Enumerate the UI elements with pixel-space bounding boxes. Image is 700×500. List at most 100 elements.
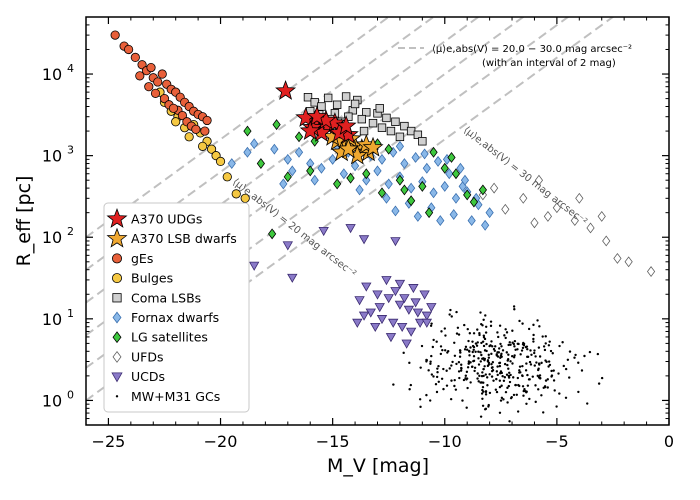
data-point xyxy=(299,120,321,141)
data-point xyxy=(482,367,485,371)
data-point xyxy=(533,351,536,355)
data-point xyxy=(400,184,409,196)
data-point xyxy=(153,77,163,87)
data-point xyxy=(439,345,443,348)
data-point xyxy=(497,335,500,339)
data-point xyxy=(385,333,397,343)
data-point xyxy=(171,117,181,127)
data-point xyxy=(429,146,438,158)
data-point xyxy=(350,160,360,172)
data-point xyxy=(485,207,494,219)
data-point xyxy=(516,410,520,413)
data-point xyxy=(487,353,490,357)
data-point xyxy=(478,374,481,378)
data-point xyxy=(362,174,371,186)
data-point xyxy=(537,388,540,391)
data-point xyxy=(413,130,423,140)
data-point xyxy=(403,305,415,315)
data-point xyxy=(395,132,405,142)
data-point xyxy=(525,362,528,365)
data-point xyxy=(432,375,435,378)
data-point xyxy=(534,384,537,387)
data-point xyxy=(339,168,348,180)
x-axis-title: M_V [mag] xyxy=(327,455,429,477)
data-point xyxy=(532,333,535,337)
data-point xyxy=(492,379,495,382)
data-point xyxy=(474,342,478,345)
data-point xyxy=(408,388,411,391)
data-point xyxy=(200,126,210,136)
data-point xyxy=(455,362,458,366)
data-point xyxy=(513,345,516,348)
data-point xyxy=(532,340,535,343)
data-point xyxy=(540,361,543,365)
data-point xyxy=(522,389,525,393)
data-point xyxy=(243,125,252,137)
data-point xyxy=(401,339,412,349)
legend-marker xyxy=(111,273,123,284)
data-point xyxy=(502,379,506,382)
data-point xyxy=(394,279,406,289)
data-point xyxy=(451,360,454,364)
data-point xyxy=(492,347,496,351)
data-point xyxy=(561,341,564,344)
data-point xyxy=(429,187,438,199)
data-point xyxy=(498,385,502,389)
data-point xyxy=(345,224,356,234)
data-point xyxy=(479,360,482,363)
data-point xyxy=(400,121,409,131)
data-point xyxy=(511,341,514,344)
data-point xyxy=(566,358,570,361)
legend-marker xyxy=(112,293,122,303)
data-point xyxy=(553,389,556,392)
iso-legend-sublabel: (with an interval of 2 mag) xyxy=(482,58,616,69)
data-point xyxy=(440,330,443,333)
legend-label: MW+M31 GCs xyxy=(131,389,220,404)
data-point xyxy=(536,374,539,378)
data-point xyxy=(552,369,555,372)
data-point xyxy=(517,342,520,346)
data-point xyxy=(600,376,604,380)
data-point xyxy=(596,352,600,356)
data-point xyxy=(597,382,601,385)
series-ges xyxy=(110,30,212,136)
data-point xyxy=(537,346,541,349)
data-point xyxy=(466,366,470,369)
data-point xyxy=(482,357,485,360)
data-point xyxy=(396,322,408,333)
data-point xyxy=(419,290,430,300)
data-point xyxy=(332,100,342,109)
data-point xyxy=(468,354,471,357)
data-point xyxy=(410,298,421,308)
data-point xyxy=(405,327,417,337)
data-point xyxy=(449,308,452,312)
data-point xyxy=(468,332,472,335)
data-point xyxy=(513,354,516,357)
data-point xyxy=(421,311,433,321)
data-point xyxy=(501,203,510,215)
data-point xyxy=(505,351,508,354)
data-point xyxy=(341,92,351,101)
data-point xyxy=(542,411,545,414)
data-point xyxy=(146,62,156,73)
data-point xyxy=(509,360,512,363)
data-point xyxy=(303,93,313,102)
data-point xyxy=(624,256,633,268)
legend-label: Coma LSBs xyxy=(131,290,201,305)
data-point xyxy=(159,94,170,104)
data-point xyxy=(443,327,447,330)
data-point xyxy=(460,363,463,366)
data-point xyxy=(512,376,515,379)
data-point xyxy=(469,346,472,349)
data-point xyxy=(425,393,428,397)
data-point xyxy=(465,370,469,374)
data-point xyxy=(568,376,571,379)
data-point xyxy=(407,182,416,194)
data-point xyxy=(512,356,516,359)
data-point xyxy=(337,138,359,159)
data-point xyxy=(472,359,476,363)
data-point xyxy=(528,397,531,401)
data-point xyxy=(250,138,259,150)
data-point xyxy=(453,378,456,382)
